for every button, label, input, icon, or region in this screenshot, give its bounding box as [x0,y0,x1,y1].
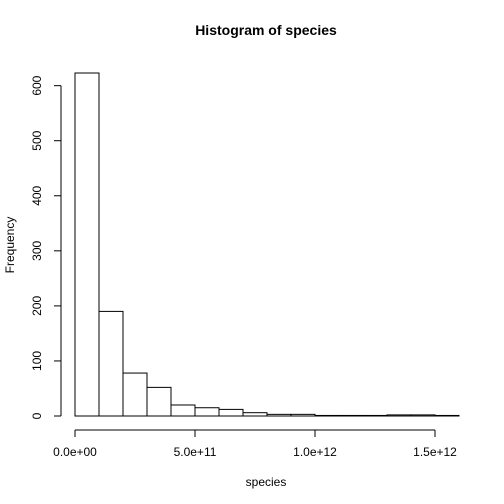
x-tick-label-3: 1.5e+12 [413,445,457,459]
histogram-bar-8 [267,414,291,416]
histogram-bar-7 [243,413,267,416]
histogram-bar-14 [411,415,435,416]
histogram-bar-3 [147,387,171,416]
bars-group [75,73,459,416]
x-axis-label: species [246,475,287,489]
histogram-bar-6 [219,409,243,416]
y-axis-label: Frequency [3,217,17,274]
histogram-bar-11 [339,415,363,416]
histogram-bar-10 [315,415,339,416]
y-axis: 0 100 200 300 400 500 600 [30,75,61,419]
x-tick-label-0: 0.0e+00 [53,445,97,459]
histogram-bar-2 [123,373,147,416]
chart-title: Histogram of species [195,22,337,38]
x-tick-label-2: 1.0e+12 [293,445,337,459]
histogram-bar-5 [195,408,219,416]
histogram-bar-1 [99,311,123,416]
y-tick-label-1: 100 [30,351,44,371]
x-tick-label-1: 5.0e+11 [174,445,217,459]
histogram-bar-4 [171,405,195,416]
y-tick-label-5: 500 [30,130,44,150]
histogram-bar-9 [291,414,315,416]
y-tick-label-2: 200 [30,296,44,316]
x-axis: 0.0e+00 5.0e+11 1.0e+12 1.5e+12 [53,430,457,459]
y-tick-label-0: 0 [30,412,44,419]
y-tick-label-6: 600 [30,75,44,95]
histogram-bar-0 [75,73,99,416]
histogram-bar-15 [435,415,459,416]
y-tick-label-3: 300 [30,240,44,260]
y-tick-label-4: 400 [30,185,44,205]
histogram-bar-13 [387,415,411,416]
histogram-bar-12 [363,415,387,416]
